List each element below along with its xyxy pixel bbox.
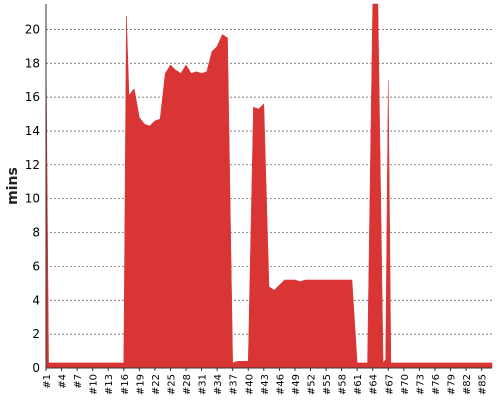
x-tick-label: #70 [400,374,411,395]
y-tick-label: 6 [32,259,40,273]
x-tick-label: #10 [89,374,100,395]
y-tick-labels: 0 2 4 6 8 10 12 14 16 18 20 [25,22,40,375]
x-tick-label: #7 [73,374,84,389]
x-tick-label: #49 [291,374,302,395]
x-tick-label: #43 [260,374,271,395]
x-tick-label: #25 [166,374,177,395]
x-tick-label: #79 [447,374,458,395]
x-tick-label: #73 [415,374,426,395]
x-tick-label: #28 [182,374,193,395]
series-area [45,3,493,369]
x-tick-label: #52 [306,374,317,395]
y-tick-label: 14 [25,124,40,138]
y-tick-label: 12 [25,158,40,172]
x-tick-label: #40 [244,374,255,395]
x-tick-label: #4 [58,374,69,389]
x-tick-label: #61 [353,374,364,395]
x-tick-label: #85 [478,374,489,395]
x-tick-label: #19 [135,374,146,395]
x-tick-label: #31 [198,374,209,395]
series-layer [45,3,493,369]
x-tick-label: #22 [151,374,162,395]
x-tick-label: #16 [120,374,131,395]
x-tick-label: #76 [431,374,442,395]
x-tick-label: #13 [104,374,115,395]
x-tick-label: #64 [369,374,380,395]
y-tick-label: 8 [32,226,40,240]
y-tick-label: 10 [25,192,40,206]
x-tick-label: #34 [213,374,224,395]
y-tick-label: 20 [25,22,40,36]
x-tick-label: #46 [275,374,286,395]
y-tick-label: 2 [32,327,40,341]
x-tick-label: #37 [229,374,240,395]
y-tick-label: 0 [32,361,40,375]
axis-layer [45,4,492,369]
x-tick-labels: #1 #4 #7 #10 #13 #16 #19 #22 #25 #28 #31 #34 #37 #40 #… [42,368,489,395]
y-tick-label: 16 [25,90,40,104]
y-tick-label: 18 [25,56,40,70]
y-tick-label: 4 [32,293,40,307]
x-tick-label: #82 [462,374,473,395]
x-tick-label: #58 [338,374,349,395]
x-tick-label: #55 [322,374,333,395]
y-axis-title: mins [5,167,21,205]
x-tick-label: #1 [42,374,53,389]
x-tick-label: #67 [384,374,395,395]
